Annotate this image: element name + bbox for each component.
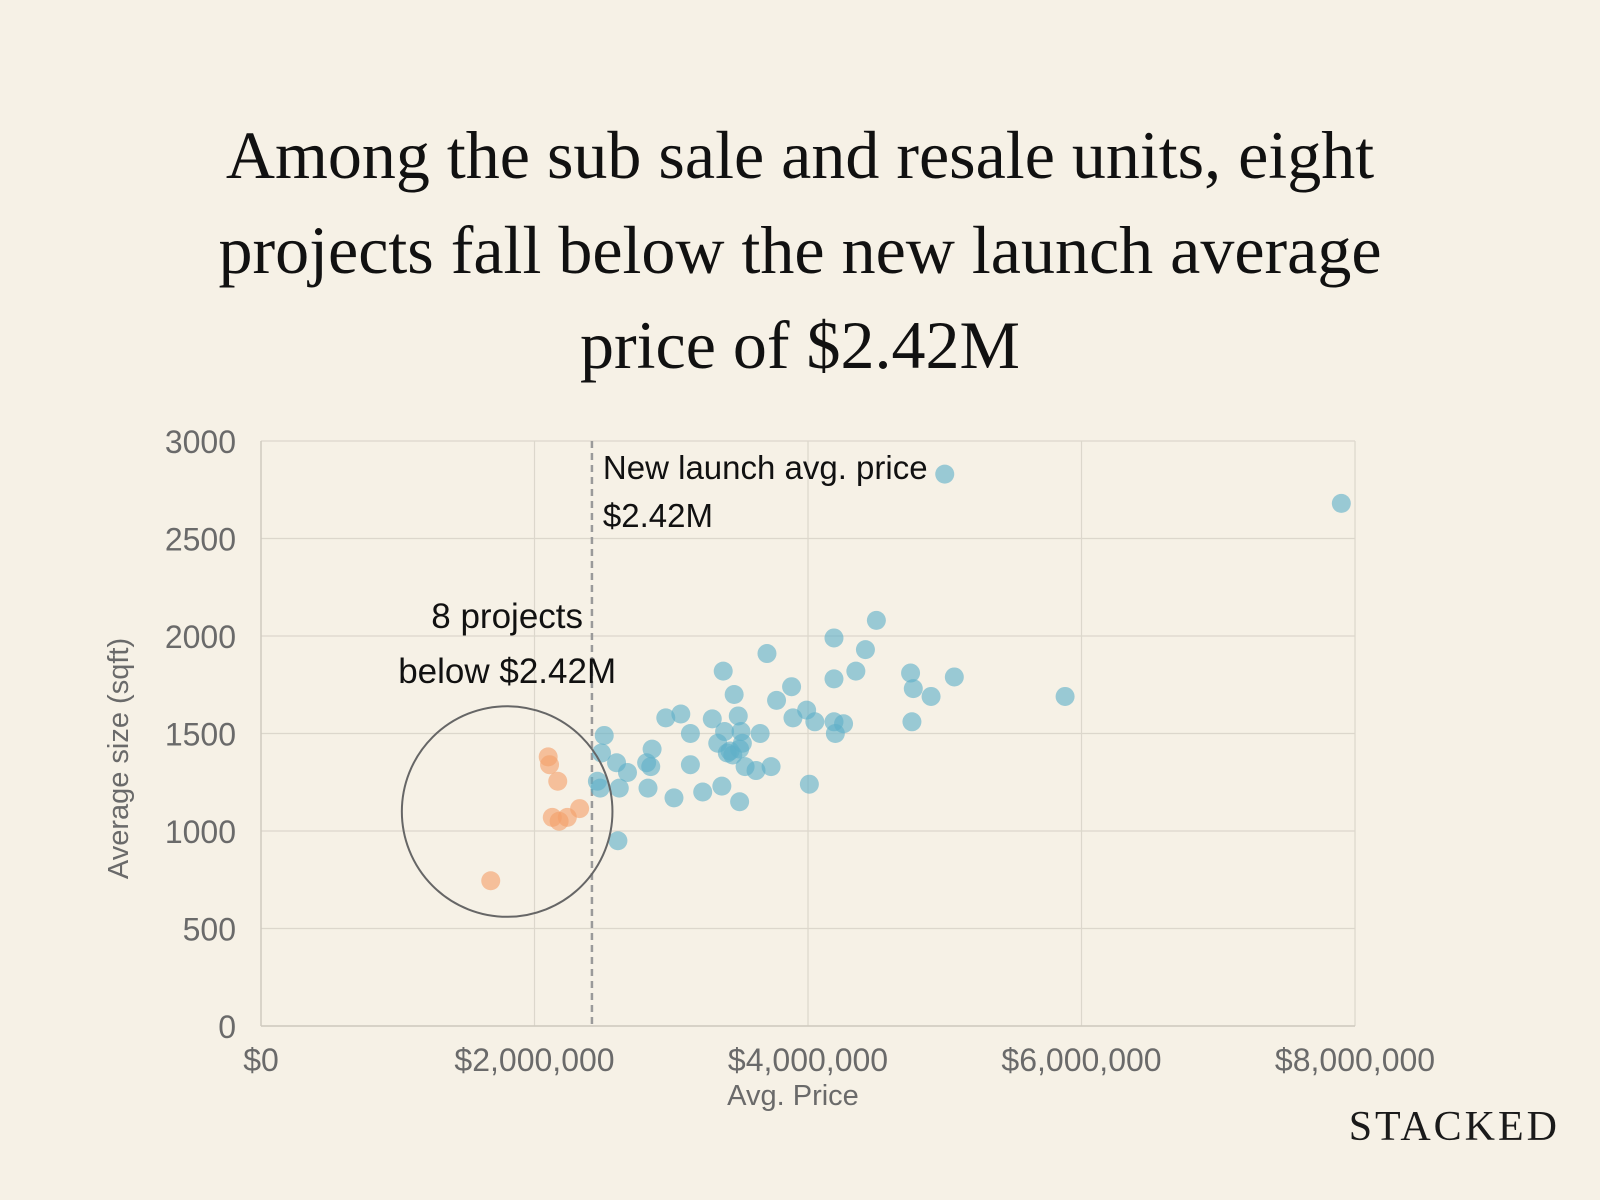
y-axis-label: Average size (sqft) — [103, 638, 135, 879]
data-point — [594, 725, 614, 745]
data-point — [680, 755, 700, 775]
data-point — [702, 709, 722, 729]
data-point — [757, 644, 777, 664]
reference-line-label: $2.42M — [603, 497, 713, 534]
data-point — [1331, 493, 1351, 513]
annotation-group: New launch avg. price $2.42M 8 projects bel… — [398, 449, 928, 918]
data-point — [728, 706, 748, 726]
chart-title-line-2: projects fall below the new launch avera… — [218, 212, 1382, 288]
data-point — [805, 712, 825, 732]
x-tick-label: $4,000,000 — [728, 1042, 888, 1078]
data-point — [901, 663, 921, 683]
data-point — [617, 763, 637, 782]
data-point — [799, 774, 819, 794]
data-point — [680, 724, 700, 743]
y-tick-label: 2000 — [165, 619, 236, 655]
y-tick-label: 500 — [183, 912, 236, 948]
data-point — [846, 661, 866, 681]
data-point — [903, 679, 923, 699]
data-point — [902, 712, 922, 732]
data-point — [656, 708, 676, 728]
chart-title-line-1: Among the sub sale and resale units, eig… — [225, 117, 1375, 193]
annotation-circle — [400, 705, 614, 918]
data-point — [715, 722, 735, 742]
data-point — [1055, 686, 1075, 706]
data-points — [481, 464, 1351, 891]
data-point — [590, 778, 610, 798]
data-point — [664, 788, 684, 808]
axes: 0 500 1000 1500 2000 2500 3000 $0 $2,000,000 $4,0… — [103, 424, 1435, 1112]
x-tick-label: $0 — [243, 1042, 279, 1078]
annotation-label: 8 projects — [431, 597, 583, 636]
data-point — [767, 690, 787, 710]
data-point — [641, 757, 661, 777]
chart-title: Among the sub sale and resale units, eig… — [0, 108, 1600, 393]
reference-line-label: New launch avg. price — [603, 449, 928, 486]
y-tick-label: 0 — [218, 1009, 236, 1045]
data-point — [481, 871, 501, 891]
x-axis-label: Avg. Price — [727, 1080, 859, 1112]
data-point — [724, 685, 744, 704]
data-point — [638, 778, 658, 798]
data-point — [746, 761, 766, 781]
data-point — [730, 739, 750, 759]
data-point — [866, 610, 886, 630]
data-point — [608, 831, 628, 851]
data-point — [782, 677, 802, 697]
data-point — [750, 724, 770, 743]
data-point — [693, 782, 713, 802]
data-point — [713, 661, 733, 681]
data-point — [609, 778, 629, 798]
data-point — [855, 640, 875, 660]
x-tick-label: $2,000,000 — [454, 1042, 614, 1078]
data-point — [921, 686, 941, 706]
chart-title-line-3: price of $2.42M — [579, 307, 1020, 383]
annotation-label: below $2.42M — [398, 652, 616, 691]
x-tick-label: $8,000,000 — [1275, 1042, 1435, 1078]
data-point — [944, 667, 964, 687]
data-point — [935, 464, 955, 484]
y-tick-label: 1000 — [165, 814, 236, 850]
data-point — [712, 776, 732, 796]
data-point — [642, 739, 662, 759]
data-point — [671, 704, 691, 724]
data-point — [730, 792, 750, 812]
data-point — [834, 714, 854, 734]
data-point — [761, 757, 781, 777]
data-point — [548, 771, 568, 791]
data-point — [824, 669, 844, 689]
brand-logo: STACKED — [1348, 1104, 1560, 1150]
data-point — [570, 799, 590, 819]
x-tick-label: $6,000,000 — [1001, 1042, 1161, 1078]
y-tick-label: 1500 — [165, 717, 236, 753]
grid-lines — [261, 440, 1356, 1027]
data-point — [824, 628, 844, 648]
y-tick-label: 3000 — [165, 424, 236, 460]
data-point — [540, 755, 560, 775]
y-tick-label: 2500 — [165, 522, 236, 558]
